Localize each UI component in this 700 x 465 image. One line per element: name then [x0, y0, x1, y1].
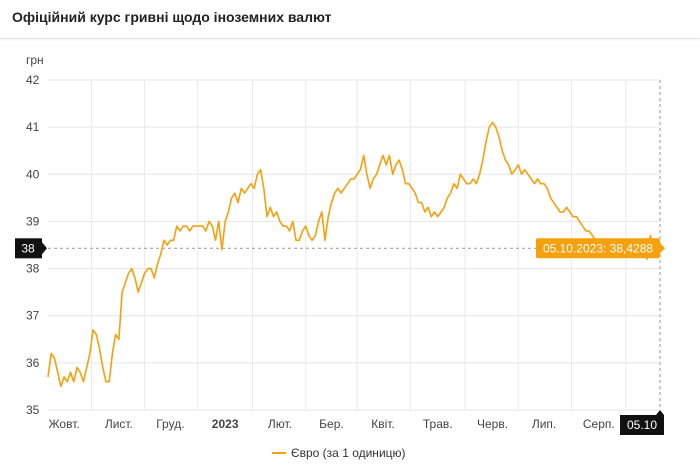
y-marker-pointer	[42, 242, 47, 255]
x-tick-label: Жовт.	[48, 417, 79, 431]
y-marker-badge	[15, 238, 42, 259]
x-tick-label: Лист.	[105, 417, 133, 431]
chart-title: Офіційний курс гривні щодо іноземних вал…	[12, 9, 332, 25]
x-tick-label: Груд.	[156, 417, 184, 431]
x-marker-badge	[620, 415, 664, 435]
x-tick-label: Квіт.	[371, 417, 395, 431]
tooltip-box	[536, 238, 660, 259]
legend[interactable]: Євро (за 1 одиницю)	[272, 446, 406, 460]
y-tick-label: 40	[26, 167, 40, 181]
y-tick-label: 37	[26, 309, 40, 323]
x-marker-label: 05.10	[627, 418, 657, 432]
x-tick-label: Трав.	[423, 417, 453, 431]
x-tick-label: 2023	[212, 417, 239, 431]
x-tick-label: Лип.	[532, 417, 556, 431]
y-tick-label: 41	[26, 120, 40, 134]
chart-header: Офіційний курс гривні щодо іноземних вал…	[0, 0, 700, 39]
x-tick-label: Лют.	[268, 417, 292, 431]
y-tick-label: 38	[26, 262, 40, 276]
y-tick-label: 35	[26, 403, 40, 417]
legend-label: Євро (за 1 одиницю)	[291, 446, 406, 460]
x-marker-pointer	[656, 410, 664, 415]
y-marker-label: 38	[21, 241, 35, 255]
y-tick-label: 39	[26, 214, 40, 228]
x-tick-label: Черв.	[477, 417, 508, 431]
legend-swatch	[272, 452, 286, 454]
y-tick-label: 42	[26, 73, 40, 87]
x-tick-label: Серп.	[583, 417, 615, 431]
y-axis-unit-label: грн	[26, 53, 44, 67]
tooltip-text: 05.10.2023: 38,4288	[543, 241, 653, 255]
y-tick-label: 36	[26, 356, 40, 370]
tooltip-pointer	[660, 243, 665, 254]
x-tick-label: Бер.	[319, 417, 344, 431]
series-line	[47, 121, 661, 388]
